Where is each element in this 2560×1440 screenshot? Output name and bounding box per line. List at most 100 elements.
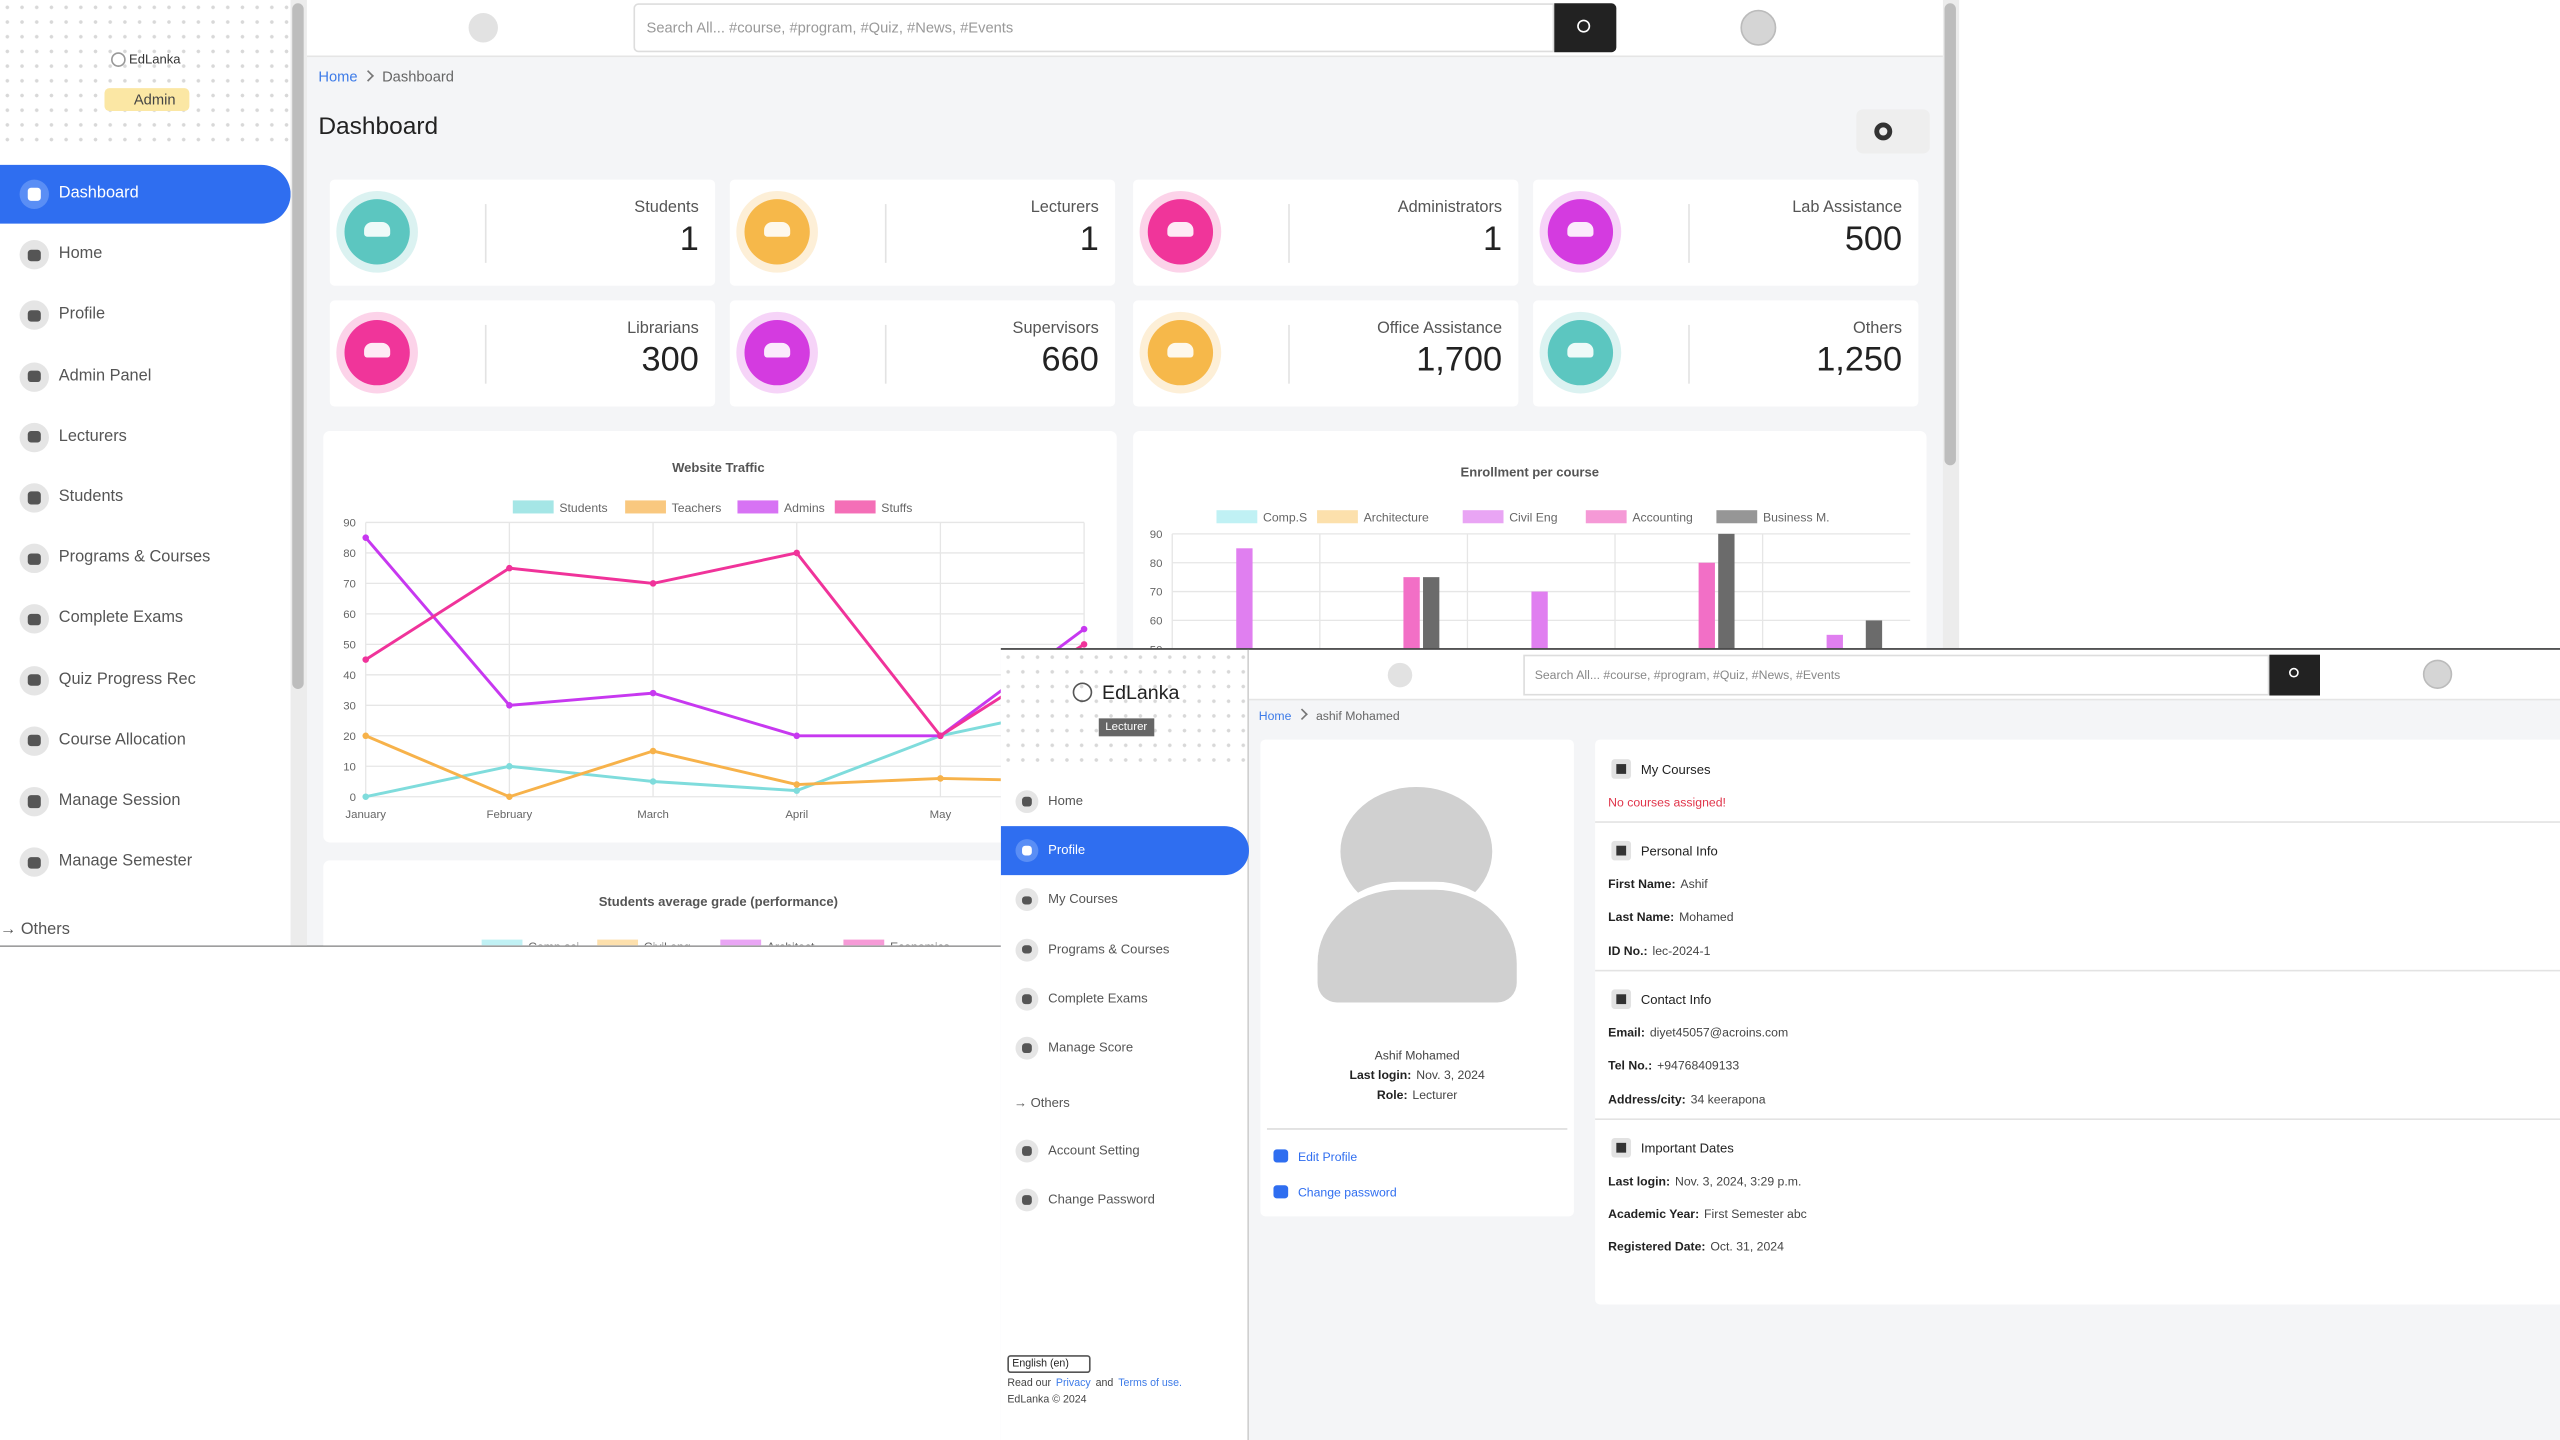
menu-icon: [1015, 1139, 1039, 1163]
stat-card: Administrators 1: [1133, 179, 1519, 286]
legend-swatch: [720, 939, 762, 946]
profile-link[interactable]: Edit Profile: [1297, 1149, 1358, 1165]
menu-item[interactable]: Students: [0, 469, 291, 528]
stat-value: 660: [1041, 341, 1099, 379]
breadcrumb-link[interactable]: Home: [1258, 708, 1292, 724]
menu-label: My Courses: [1048, 892, 1118, 907]
sidebar: EdLanka Admin Dashboard Home Profile Admin Pa…: [0, 0, 291, 946]
menu-toggle[interactable]: [468, 13, 498, 43]
y-tick-label: 20: [343, 731, 356, 743]
x-tick-label: January: [345, 809, 386, 821]
menu-icon: [1015, 790, 1039, 814]
menu-label: Manage Session: [58, 791, 181, 810]
menu-item[interactable]: My Courses: [1001, 876, 1249, 925]
menu-icon: [19, 726, 49, 756]
stat-label: Librarians: [627, 320, 699, 338]
menu-item[interactable]: Home: [1001, 777, 1249, 826]
menu-item[interactable]: Course Allocation: [0, 712, 291, 771]
menu-item[interactable]: Manage Semester: [0, 833, 291, 892]
menu-icon: [19, 665, 49, 695]
y-tick-label: 30: [343, 700, 356, 712]
data-point: [1080, 641, 1088, 648]
menu-label: Manage Semester: [58, 852, 193, 871]
menu-item[interactable]: Change Password: [1001, 1176, 1249, 1225]
menu-item[interactable]: Manage Score: [1001, 1024, 1249, 1073]
y-tick-label: 70: [343, 578, 356, 590]
menu-toggle[interactable]: [1387, 662, 1413, 688]
data-point: [506, 793, 513, 800]
stat-card: Others 1,250: [1533, 300, 1919, 407]
field-label: Last login:: [1608, 1173, 1671, 1189]
legend-swatch: [834, 500, 876, 514]
search-box[interactable]: Search All... #course, #program, #Quiz, …: [1523, 654, 2270, 696]
search-box[interactable]: Search All... #course, #program, #Quiz, …: [633, 3, 1555, 53]
legend-swatch: [512, 500, 554, 514]
data-point: [649, 747, 657, 755]
legend-label: Architect: [767, 940, 815, 947]
settings-button[interactable]: [1856, 109, 1930, 154]
menu-label: Lecturers: [58, 427, 127, 446]
search-icon: [2288, 667, 2299, 678]
footer-links: Read our Privacy and Terms of use.: [1007, 1378, 1182, 1389]
data-point: [793, 549, 800, 557]
y-tick-label: 60: [1150, 615, 1163, 627]
breadcrumb-link[interactable]: Home: [318, 68, 358, 85]
section-icon-glyph: [1616, 994, 1627, 1004]
menu-label: Manage Score: [1048, 1040, 1134, 1055]
x-tick-label: May: [930, 809, 952, 821]
menu-icon: [19, 240, 49, 270]
data-point: [362, 656, 369, 663]
menu-item[interactable]: Complete Exams: [1001, 974, 1249, 1023]
link-icon: [1273, 1149, 1289, 1163]
menu-icon: [19, 179, 49, 209]
menu-item[interactable]: Manage Session: [0, 772, 291, 831]
menu-item[interactable]: Quiz Progress Rec: [0, 651, 291, 710]
data-point: [649, 580, 657, 587]
legend-label: Students: [559, 501, 607, 515]
stat-divider: [884, 204, 887, 263]
stat-card: Office Assistance 1,700: [1133, 300, 1519, 407]
avatar[interactable]: [1740, 9, 1777, 46]
menu-item[interactable]: Home: [0, 226, 291, 285]
stat-label: Students: [634, 199, 699, 218]
avatar[interactable]: [2422, 659, 2453, 689]
footer-text: and: [1095, 1377, 1114, 1390]
menu-item[interactable]: Admin Panel: [0, 347, 291, 406]
menu-item[interactable]: Lecturers: [0, 408, 291, 467]
menu-item[interactable]: Programs & Courses: [1001, 925, 1249, 974]
link-icon: [1273, 1185, 1289, 1199]
menu-item[interactable]: Dashboard: [0, 164, 291, 224]
section-icon-glyph: [1616, 1142, 1627, 1153]
profile-link[interactable]: Change password: [1297, 1185, 1397, 1200]
menu-item[interactable]: Profile: [1000, 826, 1249, 876]
menu-item[interactable]: Complete Exams: [0, 590, 291, 649]
legend-label: Civil Eng: [1509, 511, 1557, 525]
menu-item[interactable]: Profile: [0, 286, 291, 345]
section-title: Contact Info: [1640, 992, 1712, 1008]
stat-icon-glyph: [764, 222, 791, 237]
menu-label: Change Password: [1048, 1191, 1155, 1207]
legend-swatch: [1585, 510, 1627, 524]
legend-swatch: [1317, 510, 1358, 524]
data-line: [364, 551, 1085, 738]
menu-item[interactable]: Programs & Courses: [0, 529, 291, 588]
footer-link[interactable]: Terms of use.: [1118, 1377, 1182, 1390]
menu-item[interactable]: Account Setting: [1001, 1127, 1249, 1176]
legend-swatch: [1462, 510, 1504, 524]
y-tick-label: 90: [343, 518, 356, 530]
field-value: lec-2024-1: [1652, 943, 1711, 958]
stat-divider: [1288, 204, 1290, 263]
menu-label: Students: [58, 488, 124, 507]
settings-icon: [1874, 122, 1893, 141]
stat-card: Students 1: [329, 179, 716, 286]
footer-link[interactable]: Privacy: [1055, 1377, 1091, 1390]
legend-label: Business M.: [1763, 511, 1830, 525]
data-point: [1080, 625, 1088, 633]
language-select[interactable]: English (en): [1007, 1355, 1091, 1374]
field-label: Role:: [1376, 1087, 1408, 1103]
legend-swatch: [597, 939, 639, 946]
data-point: [937, 732, 944, 740]
y-tick-label: 40: [343, 670, 356, 682]
menu-label: Dashboard: [58, 184, 139, 203]
